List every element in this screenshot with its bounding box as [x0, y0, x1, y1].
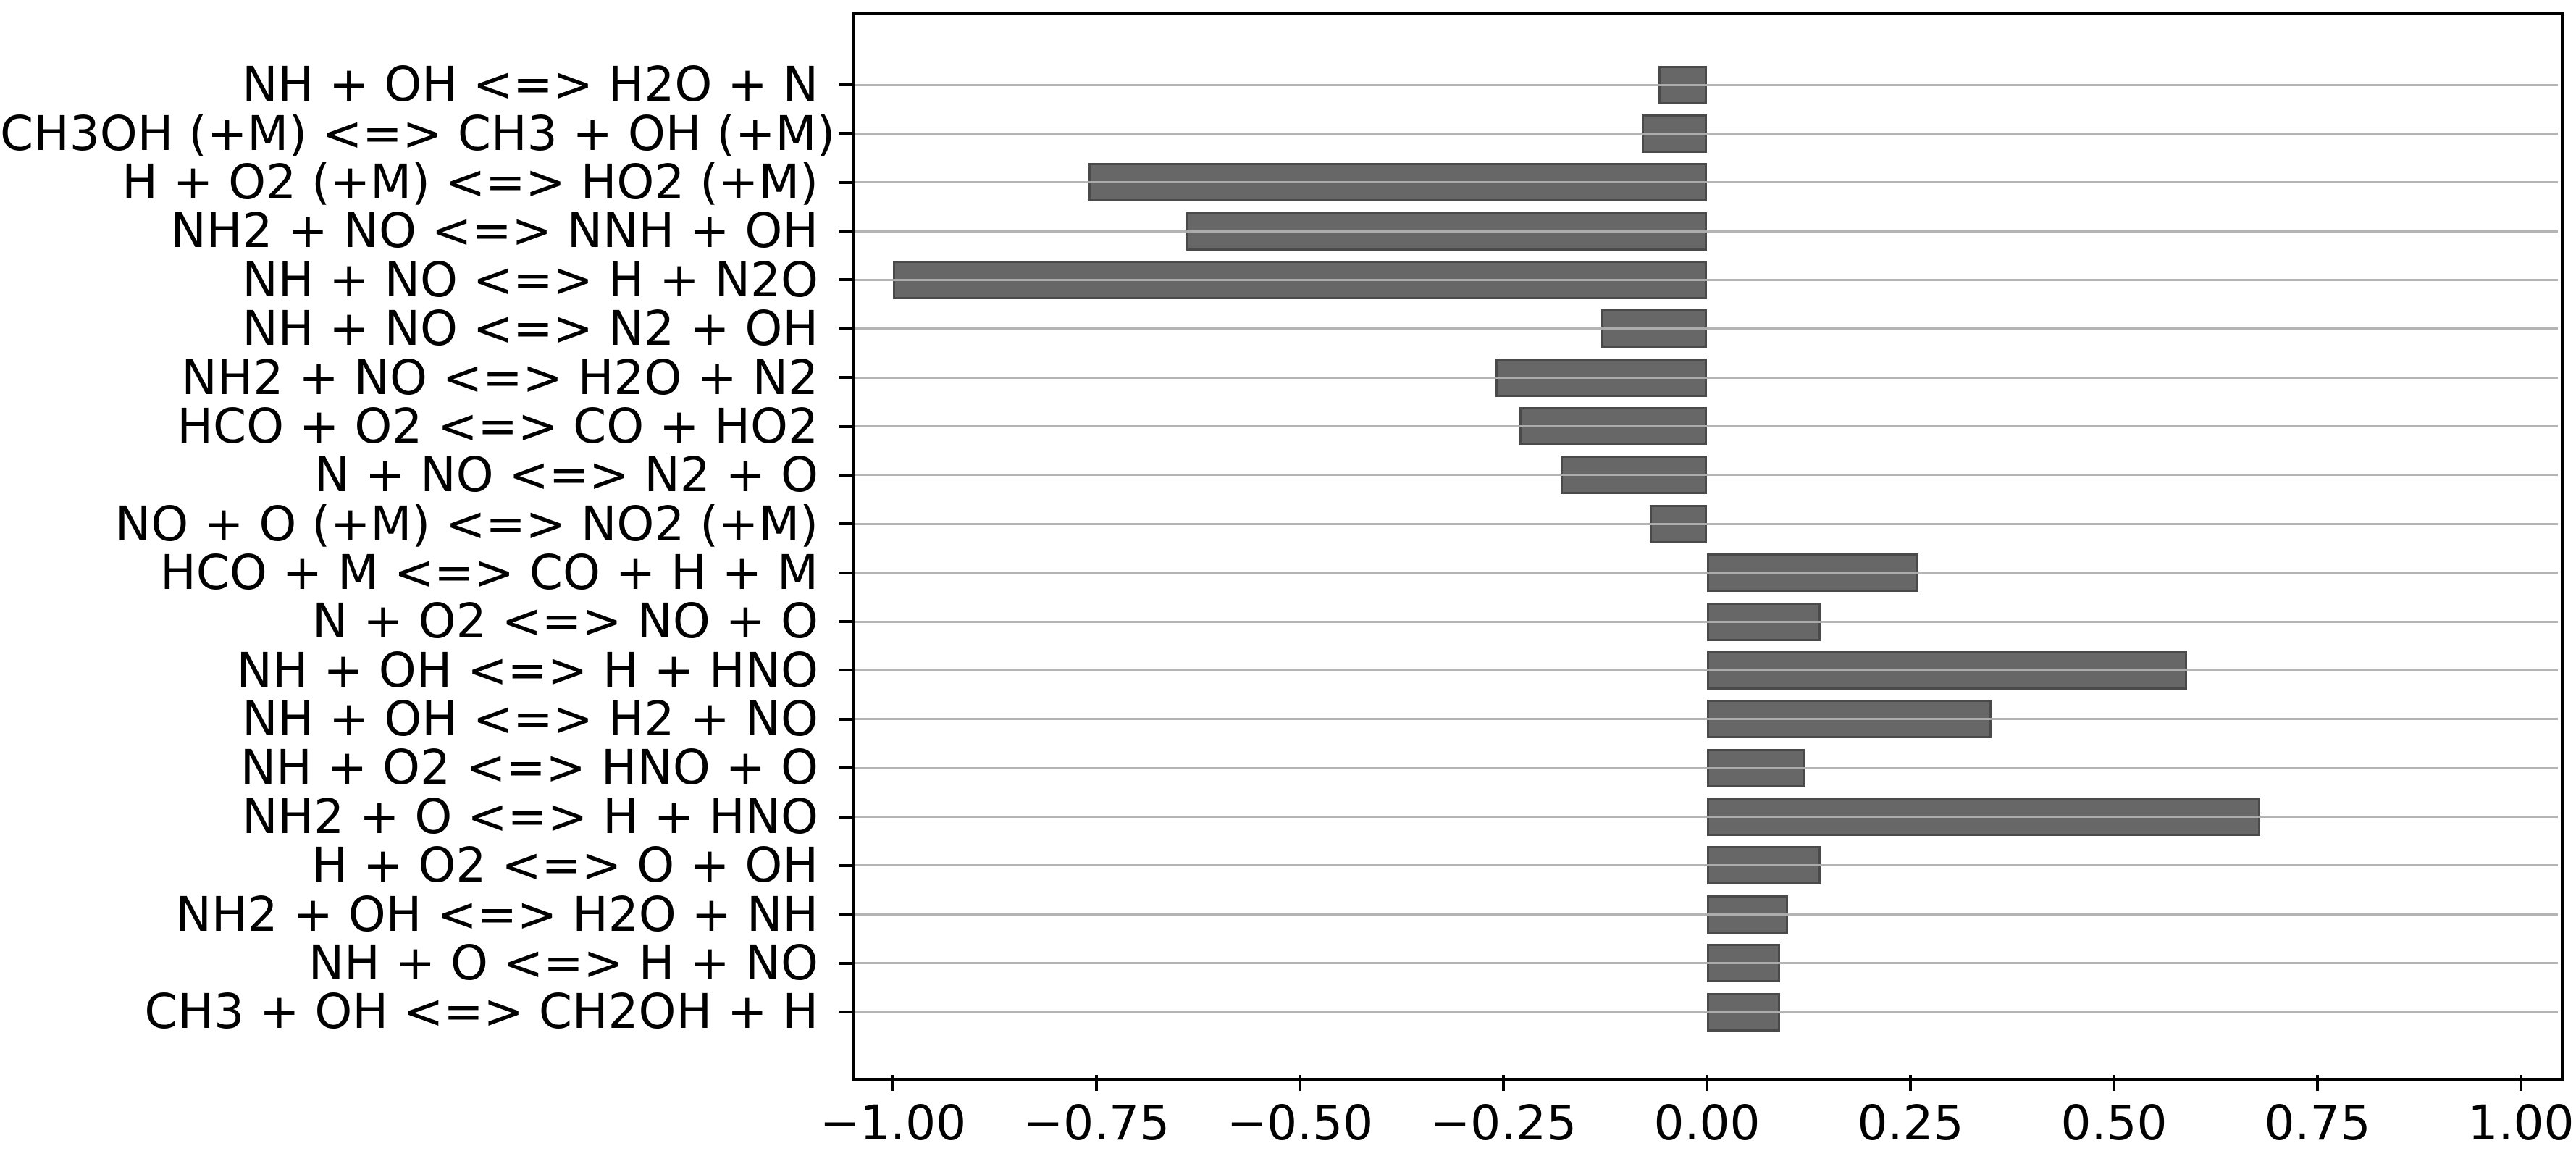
x-tick-mark: [2520, 1075, 2522, 1091]
y-tick-mark: [839, 278, 855, 282]
y-tick-mark: [839, 717, 855, 721]
reaction-label-13: NH + OH <=> H2 + NO: [242, 691, 818, 748]
reaction-label-4: NH + NO <=> H + N2O: [242, 251, 818, 308]
y-tick-mark: [839, 83, 855, 86]
y-tick-mark: [839, 230, 855, 233]
reaction-label-11: N + O2 <=> NO + O: [312, 593, 818, 650]
x-tick-label: 0.50: [2060, 1095, 2168, 1151]
reaction-label-5: NH + NO <=> N2 + OH: [242, 301, 818, 357]
y-tick-mark: [839, 180, 855, 184]
x-tick-mark: [2316, 1075, 2319, 1091]
reaction-label-10: HCO + M <=> CO + H + M: [160, 545, 818, 601]
gridline: [855, 864, 2558, 867]
gridline: [855, 913, 2558, 916]
gridline: [855, 425, 2558, 428]
y-tick-mark: [839, 424, 855, 428]
gridline: [855, 620, 2558, 623]
gridline: [855, 1011, 2558, 1013]
gridline: [855, 669, 2558, 671]
y-tick-mark: [839, 766, 855, 770]
reaction-label-12: NH + OH <=> H + HNO: [236, 642, 818, 698]
x-tick-mark: [1909, 1075, 1912, 1091]
reaction-label-18: NH + O <=> H + NO: [308, 934, 818, 991]
reaction-label-16: H + O2 <=> O + OH: [311, 837, 818, 894]
gridline: [855, 132, 2558, 135]
reaction-label-0: NH + OH <=> H2O + N: [242, 57, 818, 113]
y-tick-mark: [839, 913, 855, 916]
x-tick-label: 0.25: [1857, 1095, 1964, 1151]
x-tick-label: 0.75: [2264, 1095, 2371, 1151]
reaction-label-7: HCO + O2 <=> CO + HO2: [177, 398, 818, 454]
reaction-label-14: NH + O2 <=> HNO + O: [240, 740, 818, 796]
reaction-label-2: H + O2 (+M) <=> HO2 (+M): [122, 154, 818, 211]
y-tick-mark: [839, 327, 855, 330]
y-tick-mark: [839, 522, 855, 526]
y-tick-mark: [839, 571, 855, 574]
gridline: [855, 718, 2558, 721]
y-tick-mark: [839, 1011, 855, 1014]
x-tick-label: 1.00: [2467, 1095, 2575, 1151]
x-tick-label: 0.00: [1653, 1095, 1761, 1151]
gridline: [855, 230, 2558, 233]
gridline: [855, 327, 2558, 330]
gridline: [855, 83, 2558, 86]
x-tick-label: −0.25: [1430, 1095, 1577, 1151]
gridline: [855, 816, 2558, 819]
reaction-label-17: NH2 + OH <=> H2O + NH: [175, 886, 818, 942]
y-tick-mark: [839, 376, 855, 380]
x-tick-mark: [1502, 1075, 1505, 1091]
x-tick-label: −0.50: [1226, 1095, 1374, 1151]
x-tick-mark: [1095, 1075, 1098, 1091]
gridline: [855, 376, 2558, 379]
y-tick-mark: [839, 961, 855, 965]
reaction-label-19: CH3 + OH <=> CH2OH + H: [144, 984, 818, 1040]
y-tick-mark: [839, 473, 855, 477]
y-tick-mark: [839, 132, 855, 135]
reaction-label-15: NH2 + O <=> H + HNO: [242, 788, 818, 845]
y-tick-mark: [839, 863, 855, 867]
gridline: [855, 572, 2558, 574]
x-tick-mark: [1299, 1075, 1301, 1091]
reaction-label-3: NH2 + NO <=> NNH + OH: [170, 203, 818, 259]
x-tick-mark: [891, 1075, 894, 1091]
x-tick-label: −0.75: [1023, 1095, 1170, 1151]
gridline: [855, 766, 2558, 769]
x-tick-mark: [2113, 1075, 2115, 1091]
gridline: [855, 474, 2558, 477]
gridline: [855, 962, 2558, 965]
y-tick-mark: [839, 669, 855, 672]
reaction-label-1: CH3OH (+M) <=> CH3 + OH (+M): [0, 105, 836, 162]
reaction-label-8: N + NO <=> N2 + O: [314, 447, 818, 503]
y-tick-mark: [839, 620, 855, 624]
gridline: [855, 181, 2558, 184]
gridline: [855, 522, 2558, 525]
reaction-label-6: NH2 + NO <=> H2O + N2: [181, 349, 818, 406]
x-tick-label: −1.00: [819, 1095, 967, 1151]
x-tick-mark: [1706, 1075, 1708, 1091]
y-tick-mark: [839, 815, 855, 819]
reaction-label-9: NO + O (+M) <=> NO2 (+M): [114, 495, 818, 552]
gridline: [855, 278, 2558, 281]
